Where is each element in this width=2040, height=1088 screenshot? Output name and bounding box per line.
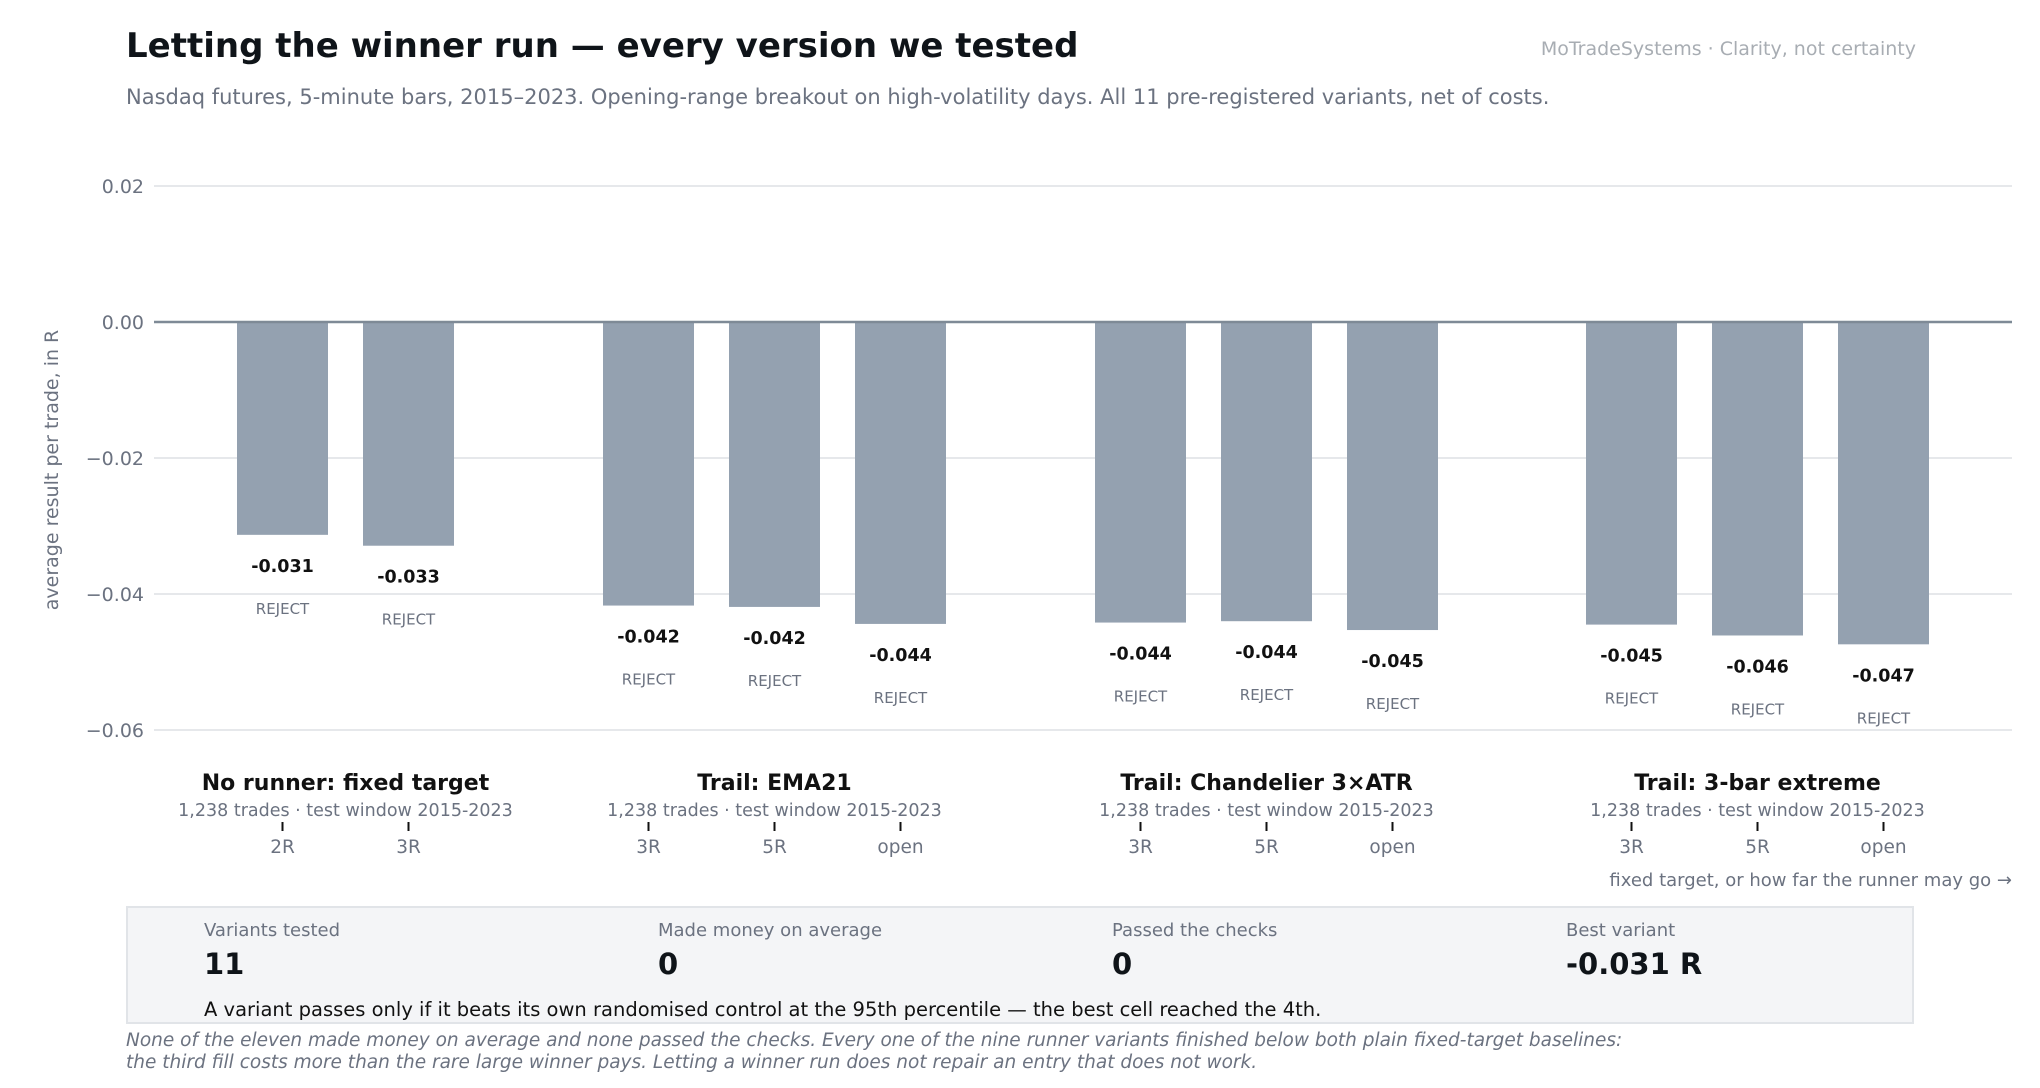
bar (1221, 322, 1312, 622)
group-subtitle: 1,238 trades · test window 2015-2023 (1590, 801, 1925, 821)
chart-title: Letting the winner run — every version w… (126, 26, 1079, 66)
x-tick-label: 5R (1745, 837, 1770, 858)
group-title: No runner: fixed target (202, 771, 490, 796)
bar-verdict-label: REJECT (1240, 686, 1294, 704)
stat-label: Passed the checks (1112, 920, 1278, 941)
stat-made-money: Made money on average 0 (658, 920, 882, 981)
x-tick-label: 3R (1128, 837, 1153, 858)
bar-verdict-label: REJECT (622, 671, 676, 689)
summary-panel: Variants tested 11 Made money on average… (126, 906, 1914, 1024)
y-tick-label: 0.00 (102, 312, 144, 334)
bar (1712, 322, 1803, 636)
brand-tagline: MoTradeSystems · Clarity, not certainty (1540, 38, 1916, 60)
bar (1095, 322, 1186, 623)
footnote: None of the eleven made money on average… (126, 1030, 1623, 1073)
x-tick-label: 3R (396, 837, 421, 858)
x-tick-label: 3R (1619, 837, 1644, 858)
group-title: Trail: EMA21 (697, 771, 851, 796)
pass-rule-note: A variant passes only if it beats its ow… (204, 998, 1322, 1021)
stat-label: Best variant (1566, 920, 1676, 941)
bar-verdict-label: REJECT (874, 689, 928, 707)
bar-verdict-label: REJECT (1114, 688, 1168, 706)
x-tick-label: open (877, 837, 923, 858)
x-tick-label: 5R (762, 837, 787, 858)
group-title: Trail: 3-bar extreme (1634, 771, 1881, 796)
stat-passed-checks: Passed the checks 0 (1112, 920, 1277, 981)
bar-value-label: -0.033 (377, 568, 440, 588)
y-tick-label: −0.04 (86, 584, 144, 606)
stat-best-variant: Best variant -0.031 R (1566, 920, 1702, 981)
bar (855, 322, 946, 624)
bar-value-label: -0.047 (1852, 666, 1915, 686)
x-tick-label: 3R (636, 837, 661, 858)
bar (363, 322, 454, 546)
bar (603, 322, 694, 606)
bar (729, 322, 820, 607)
x-axis-label: fixed target, or how far the runner may … (1609, 870, 2012, 891)
bar-value-label: -0.042 (617, 628, 680, 648)
stat-value: 0 (1112, 947, 1133, 981)
x-tick-label: open (1369, 837, 1415, 858)
x-tick-label: open (1860, 837, 1906, 858)
bar-chart: 0.02 0.00 −0.02 −0.04 −0.06 average result pe… (41, 176, 2012, 891)
bar-verdict-label: REJECT (748, 672, 802, 690)
x-tick-label: 2R (270, 837, 295, 858)
bar-verdict-label: REJECT (1857, 709, 1911, 727)
bar-verdict-label: REJECT (382, 611, 436, 629)
bar-value-label: -0.044 (1235, 643, 1298, 663)
bar (237, 322, 328, 535)
bar-verdict-label: REJECT (256, 600, 310, 618)
stat-label: Variants tested (204, 920, 341, 941)
bar-verdict-label: REJECT (1605, 690, 1659, 708)
bar-value-label: -0.045 (1361, 652, 1424, 672)
bar-value-label: -0.046 (1726, 657, 1789, 677)
chart-subtitle: Nasdaq futures, 5-minute bars, 2015–2023… (126, 85, 1550, 109)
bar-value-label: -0.045 (1600, 647, 1663, 667)
group-subtitle: 1,238 trades · test window 2015-2023 (607, 801, 942, 821)
bar-verdict-label: REJECT (1731, 700, 1785, 718)
stat-value: 0 (658, 947, 679, 981)
x-tick-label: 5R (1254, 837, 1279, 858)
stat-label: Made money on average (658, 920, 883, 941)
bar-verdict-label: REJECT (1366, 695, 1420, 713)
group-title: Trail: Chandelier 3×ATR (1120, 771, 1412, 796)
stat-variants-tested: Variants tested 11 (204, 920, 340, 981)
group-subtitle: 1,238 trades · test window 2015-2023 (1099, 801, 1434, 821)
bar (1586, 322, 1677, 625)
bar-value-label: -0.044 (869, 646, 932, 666)
stat-value: 11 (204, 947, 245, 981)
y-axis-label: average result per trade, in R (41, 330, 63, 611)
y-tick-label: −0.06 (86, 720, 144, 742)
bar-value-label: -0.042 (743, 629, 806, 649)
y-tick-label: −0.02 (86, 448, 144, 470)
stat-value: -0.031 R (1566, 947, 1703, 981)
bar (1838, 322, 1929, 645)
bar-value-label: -0.044 (1109, 645, 1172, 665)
bar (1347, 322, 1438, 631)
group-subtitle: 1,238 trades · test window 2015-2023 (178, 801, 513, 821)
bar-value-label: -0.031 (251, 557, 314, 577)
y-tick-label: 0.02 (102, 176, 144, 198)
